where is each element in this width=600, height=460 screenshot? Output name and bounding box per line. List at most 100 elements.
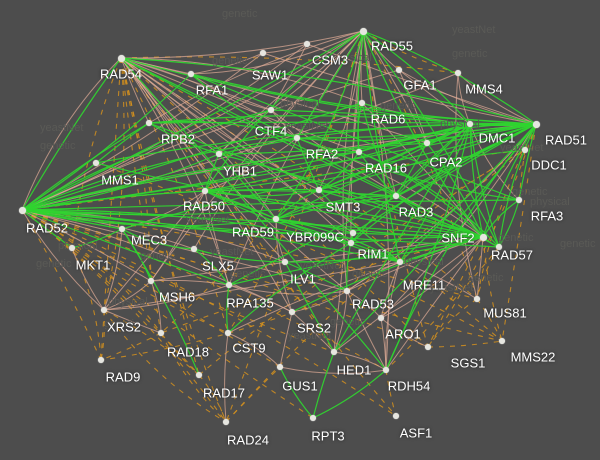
edge-yeastNet[interactable] xyxy=(357,102,363,153)
edge-yeastNet[interactable] xyxy=(362,30,484,238)
graph-node-ctf4[interactable] xyxy=(268,107,274,113)
edge-physical[interactable] xyxy=(120,57,352,244)
edge-yeastNet[interactable] xyxy=(395,142,428,197)
edge-yeastNet[interactable] xyxy=(120,57,471,125)
edge-yeastNet[interactable] xyxy=(358,151,397,197)
edge-yeastNet[interactable] xyxy=(333,123,537,353)
edge-yeastNet[interactable] xyxy=(228,236,484,286)
edge-physical[interactable] xyxy=(150,236,484,282)
graph-node-rad18[interactable] xyxy=(158,330,164,336)
graph-node-rad50[interactable] xyxy=(202,188,208,194)
edge-physical[interactable] xyxy=(120,30,364,59)
edge-physical[interactable] xyxy=(362,30,428,144)
edge-genetic[interactable] xyxy=(160,102,363,334)
edge-genetic[interactable] xyxy=(21,149,526,211)
edge-yeastNet[interactable] xyxy=(190,73,298,139)
edge-yeastNet[interactable] xyxy=(21,199,520,211)
edge-yeastNet[interactable] xyxy=(358,123,471,153)
edge-yeastNet[interactable] xyxy=(362,30,471,125)
edge-genetic[interactable] xyxy=(427,340,503,348)
edge-physical[interactable] xyxy=(385,236,484,371)
edge-physical[interactable] xyxy=(380,317,429,348)
edge-yeastNet[interactable] xyxy=(296,137,520,201)
edge-physical[interactable] xyxy=(21,209,105,311)
graph-node-csm3[interactable] xyxy=(304,41,310,47)
edge-yeastNet[interactable] xyxy=(275,218,354,234)
edge-yeastNet[interactable] xyxy=(275,189,320,220)
graph-node-rad24[interactable] xyxy=(223,419,229,425)
edge-physical[interactable] xyxy=(190,73,272,111)
edge-yeastNet[interactable] xyxy=(350,123,471,244)
graph-node-mre11[interactable] xyxy=(397,259,403,265)
edge-physical[interactable] xyxy=(262,43,308,54)
edge-yeastNet[interactable] xyxy=(21,122,150,211)
edge-yeastNet[interactable] xyxy=(204,189,320,197)
edge-genetic[interactable] xyxy=(427,236,484,348)
edge-yeastNet[interactable] xyxy=(275,30,364,220)
edge-genetic[interactable] xyxy=(21,209,227,423)
edge-physical[interactable] xyxy=(399,261,478,300)
edge-yeastNet[interactable] xyxy=(71,228,123,249)
edge-yeastNet[interactable] xyxy=(395,123,471,197)
graph-node-rad53[interactable] xyxy=(344,288,350,294)
graph-node-rad16[interactable] xyxy=(356,149,362,155)
edge-yeastNet[interactable] xyxy=(120,57,484,238)
edge-genetic[interactable] xyxy=(120,57,503,342)
graph-node-smt3[interactable] xyxy=(316,187,322,193)
edge-genetic[interactable] xyxy=(21,209,162,334)
edge-yeastNet[interactable] xyxy=(275,218,352,244)
edge-yeastNet[interactable] xyxy=(204,30,364,192)
edge-physical[interactable] xyxy=(228,30,364,286)
edge-genetic[interactable] xyxy=(21,209,503,342)
edge-physical[interactable] xyxy=(455,72,478,300)
graph-node-xrs2[interactable] xyxy=(101,307,107,313)
edge-genetic[interactable] xyxy=(71,247,102,361)
graph-node-mkt1[interactable] xyxy=(69,245,75,251)
edge-physical[interactable] xyxy=(103,309,162,334)
edge-genetic[interactable] xyxy=(225,366,281,423)
edge-physical[interactable] xyxy=(227,332,281,368)
edge-physical[interactable] xyxy=(333,236,484,353)
graph-node-ybr099c[interactable] xyxy=(350,230,356,236)
graph-node-rad52[interactable] xyxy=(18,206,26,214)
graph-node-rad51[interactable] xyxy=(532,120,540,128)
edge-yeastNet[interactable] xyxy=(148,120,298,139)
edge-genetic[interactable] xyxy=(476,298,503,342)
edge-genetic[interactable] xyxy=(362,30,459,74)
graph-node-mms22[interactable] xyxy=(499,338,505,344)
edge-yeastNet[interactable] xyxy=(21,209,354,234)
edge-yeastNet[interactable] xyxy=(21,73,192,211)
edge-physical[interactable] xyxy=(120,57,272,111)
graph-node-msh6[interactable] xyxy=(148,278,154,284)
edge-yeastNet[interactable] xyxy=(312,351,335,419)
edge-yeastNet[interactable] xyxy=(121,149,526,230)
edge-yeastNet[interactable] xyxy=(21,153,220,211)
graph-node-rad9[interactable] xyxy=(98,357,104,363)
edge-yeastNet[interactable] xyxy=(21,195,397,216)
graph-node-rfa1[interactable] xyxy=(188,71,194,77)
edge-physical[interactable] xyxy=(150,190,206,282)
edge-genetic[interactable] xyxy=(100,290,348,361)
edge-yeastNet[interactable] xyxy=(148,121,537,125)
graph-node-rpb2[interactable] xyxy=(146,120,152,126)
edge-yeastNet[interactable] xyxy=(318,123,471,191)
edge-genetic[interactable] xyxy=(100,309,105,361)
edge-yeastNet[interactable] xyxy=(318,189,397,197)
graph-node-cpa2[interactable] xyxy=(424,140,430,146)
graph-node-cst9[interactable] xyxy=(225,330,231,336)
edge-physical[interactable] xyxy=(21,209,348,292)
edge-physical[interactable] xyxy=(224,332,229,423)
edge-yeastNet[interactable] xyxy=(193,248,230,286)
edge-physical[interactable] xyxy=(204,137,298,192)
graph-node-gfa1[interactable] xyxy=(396,67,402,73)
edge-yeastNet[interactable] xyxy=(361,102,397,197)
edge-yeastNet[interactable] xyxy=(21,209,73,249)
graph-node-saw1[interactable] xyxy=(260,50,266,56)
edge-yeastNet[interactable] xyxy=(385,123,471,371)
edge-physical[interactable] xyxy=(380,261,401,319)
edge-yeastNet[interactable] xyxy=(362,30,537,125)
edge-genetic[interactable] xyxy=(476,246,500,300)
edge-genetic[interactable] xyxy=(227,30,364,334)
edge-genetic[interactable] xyxy=(225,149,526,423)
edge-genetic[interactable] xyxy=(198,374,227,423)
